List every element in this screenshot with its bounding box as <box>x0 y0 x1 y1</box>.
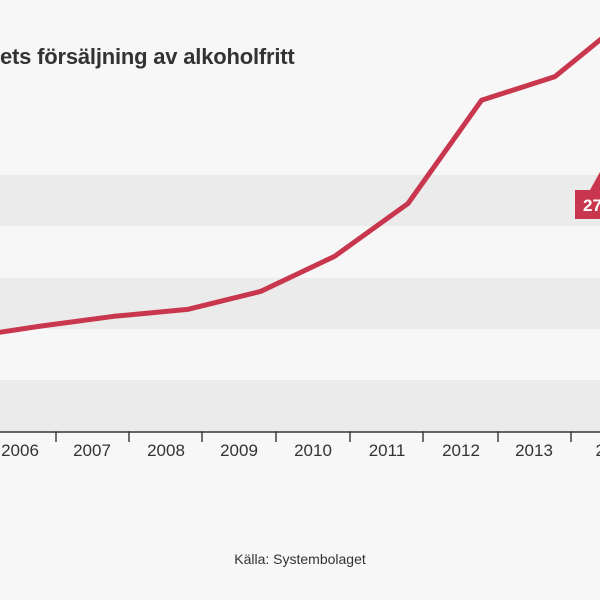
x-tick-label: 2006 <box>1 441 39 460</box>
x-tick-label: 2011 <box>369 441 406 460</box>
x-tick-label: 2007 <box>73 441 111 460</box>
x-tick-label: 2009 <box>220 441 258 460</box>
chart-title: ets försäljning av alkoholfritt <box>0 44 295 69</box>
background-bands <box>0 175 600 431</box>
value-callout: 27 <box>575 172 600 219</box>
x-tick-label: 20 <box>596 441 600 460</box>
callout-box <box>575 190 600 219</box>
callout-pointer <box>590 172 600 190</box>
x-tick-label: 2008 <box>147 441 185 460</box>
series-line <box>0 36 600 335</box>
background-band <box>0 380 600 431</box>
callout-value: 27 <box>583 196 600 215</box>
source-label: Källa: Systembolaget <box>234 551 366 567</box>
x-tick-label: 2010 <box>294 441 332 460</box>
series-group <box>0 36 600 335</box>
x-tick-label: 2013 <box>515 441 553 460</box>
x-axis: 2006 2007 2008 2009 2010 2011 2012 2013 20 <box>0 431 600 460</box>
background-band <box>0 175 600 226</box>
x-tick-label: 2012 <box>442 441 480 460</box>
